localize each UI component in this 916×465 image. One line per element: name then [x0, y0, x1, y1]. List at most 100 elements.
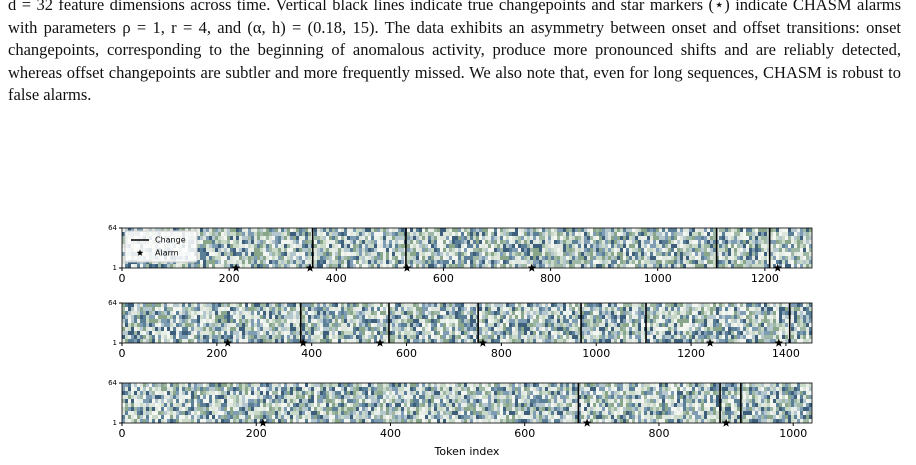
heatmap-cell	[338, 319, 341, 323]
heatmap-cell	[362, 315, 365, 319]
heatmap-cell	[578, 236, 581, 240]
heatmap-cell	[551, 244, 554, 248]
heatmap-cell	[320, 256, 323, 260]
heatmap-cell	[350, 327, 353, 331]
heatmap-cell	[353, 311, 356, 315]
heatmap-cell	[602, 256, 605, 260]
heatmap-cell	[224, 264, 227, 268]
heatmap-cell	[440, 256, 443, 260]
heatmap-cell	[305, 335, 308, 339]
heatmap-cell	[452, 307, 455, 311]
heatmap-cell	[605, 240, 608, 244]
heatmap-cell	[764, 256, 767, 260]
heatmap-cell	[128, 307, 131, 311]
heatmap-cell	[293, 323, 296, 327]
heatmap-cell	[188, 415, 191, 419]
heatmap-cell	[590, 323, 593, 327]
heatmap-cell	[143, 311, 146, 315]
heatmap-cell	[629, 331, 632, 335]
heatmap-cell	[158, 331, 161, 335]
heatmap-cell	[419, 248, 422, 252]
heatmap-cell	[563, 236, 566, 240]
heatmap-cell	[269, 236, 272, 240]
heatmap-cell	[239, 307, 242, 311]
heatmap-cell	[365, 260, 368, 264]
heatmap-cell	[698, 244, 701, 248]
heatmap-cell	[125, 335, 128, 339]
heatmap-cell	[293, 260, 296, 264]
heatmap-cell	[302, 260, 305, 264]
heatmap-cell	[443, 335, 446, 339]
heatmap-cell	[665, 303, 668, 307]
heatmap-cell	[515, 319, 518, 323]
heatmap-cell	[269, 323, 272, 327]
heatmap-cell	[458, 240, 461, 244]
heatmap-cell	[338, 240, 341, 244]
heatmap-cell	[479, 339, 482, 343]
heatmap-cell	[248, 315, 251, 319]
heatmap-cell	[296, 327, 299, 331]
heatmap-cell	[725, 315, 728, 319]
heatmap-cell	[362, 331, 365, 335]
heatmap-cell	[449, 335, 452, 339]
heatmap-cell	[548, 307, 551, 311]
heatmap-cell	[326, 248, 329, 252]
heatmap-cell	[656, 331, 659, 335]
heatmap-cell	[788, 236, 791, 240]
heatmap-cell	[545, 323, 548, 327]
heatmap-cell	[770, 319, 773, 323]
heatmap-cell	[137, 391, 140, 395]
heatmap-cell	[707, 232, 710, 236]
heatmap-cell	[275, 311, 278, 315]
heatmap-cell	[503, 311, 506, 315]
heatmap-cell	[782, 256, 785, 260]
heatmap-cell	[554, 244, 557, 248]
heatmap-cell	[464, 240, 467, 244]
heatmap-cell	[518, 260, 521, 264]
heatmap-cell	[248, 236, 251, 240]
heatmap-cell	[407, 311, 410, 315]
heatmap-cell	[122, 307, 125, 311]
heatmap-cell	[578, 256, 581, 260]
heatmap-cell	[488, 327, 491, 331]
heatmap-cell	[803, 335, 806, 339]
heatmap-cell	[197, 335, 200, 339]
heatmap-cell	[578, 331, 581, 335]
heatmap-cell	[251, 311, 254, 315]
heatmap-cell	[431, 252, 434, 256]
heatmap-cell	[524, 323, 527, 327]
heatmap-cell	[542, 256, 545, 260]
heatmap-cell	[671, 331, 674, 335]
heatmap-cell	[530, 315, 533, 319]
heatmap-cell	[305, 311, 308, 315]
heatmap-cell	[323, 236, 326, 240]
heatmap-cell	[179, 311, 182, 315]
heatmap-cell	[710, 240, 713, 244]
heatmap-cell	[347, 307, 350, 311]
heatmap-cell	[416, 327, 419, 331]
heatmap-cell	[389, 307, 392, 311]
heatmap-cell	[200, 260, 203, 264]
heatmap-cell	[794, 264, 797, 268]
heatmap-cell	[155, 319, 158, 323]
heatmap-cell	[521, 339, 524, 343]
heatmap-cell	[626, 252, 629, 256]
heatmap-cell	[770, 327, 773, 331]
heatmap-cell	[578, 228, 581, 232]
heatmap-cell	[494, 244, 497, 248]
heatmap-cell	[164, 311, 167, 315]
heatmap-cell	[419, 335, 422, 339]
heatmap-cell	[746, 303, 749, 307]
heatmap-cell	[203, 383, 206, 387]
heatmap-cell	[344, 240, 347, 244]
heatmap-cell	[488, 303, 491, 307]
heatmap-cell	[587, 248, 590, 252]
heatmap-cell	[680, 323, 683, 327]
x-tick-label: 800	[540, 272, 561, 285]
heatmap-cell	[722, 240, 725, 244]
heatmap-cell	[647, 256, 650, 260]
heatmap-cell	[515, 228, 518, 232]
heatmap-cell	[362, 307, 365, 311]
heatmap-cell	[512, 307, 515, 311]
heatmap-cell	[278, 315, 281, 319]
